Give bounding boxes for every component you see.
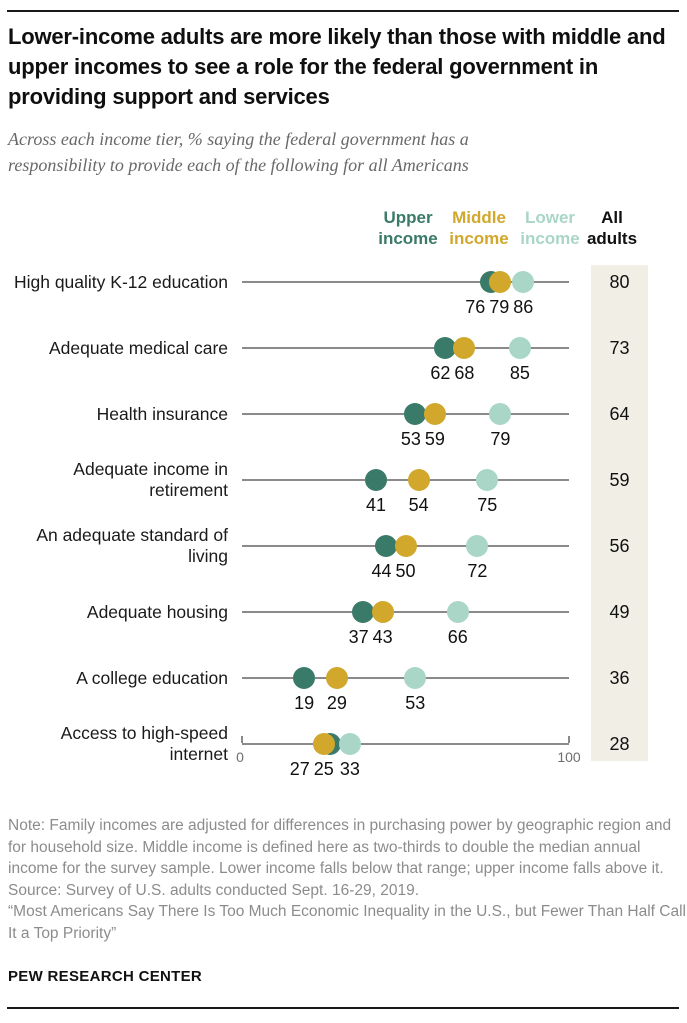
axis-line bbox=[242, 611, 569, 613]
axis-tick-label: 0 bbox=[236, 749, 244, 765]
value-label-lower-income: 66 bbox=[447, 627, 468, 647]
value-label-upper-income: 27 bbox=[289, 759, 310, 779]
axis-line bbox=[242, 743, 569, 745]
dot-upper-income bbox=[293, 667, 316, 689]
category-label: Access to high-speed internet bbox=[60, 723, 228, 764]
category-label: Adequate medical care bbox=[49, 337, 228, 358]
all-adults-value: 59 bbox=[609, 469, 630, 490]
dot-middle-income bbox=[394, 535, 417, 557]
dot-upper-income bbox=[351, 601, 374, 623]
dot-middle-income bbox=[453, 337, 476, 359]
value-label-upper-income: 37 bbox=[348, 627, 369, 647]
category-label: An adequate standard of living bbox=[36, 525, 228, 566]
value-label-middle-income: 68 bbox=[454, 363, 475, 383]
category-label: High quality K-12 education bbox=[13, 271, 228, 292]
all-adults-value: 56 bbox=[609, 535, 630, 556]
legend-upper-income: Upper income bbox=[378, 208, 438, 248]
note-text: Note: Family incomes are adjusted for di… bbox=[8, 817, 672, 877]
value-label-lower-income: 75 bbox=[477, 495, 498, 515]
footer-notes: Note: Family incomes are adjusted for di… bbox=[8, 815, 686, 944]
value-label-middle-income: 50 bbox=[395, 561, 416, 581]
category-label: Adequate income in retirement bbox=[73, 459, 228, 500]
dot-middle-income bbox=[325, 667, 348, 689]
dot-lower-income bbox=[476, 469, 499, 491]
category-label: Health insurance bbox=[96, 403, 228, 424]
legend-lower-income: Lower income bbox=[520, 208, 580, 248]
category-label: Adequate housing bbox=[86, 601, 228, 622]
axis-line bbox=[242, 347, 569, 349]
dot-upper-income bbox=[433, 337, 456, 359]
value-label-lower-income: 86 bbox=[513, 297, 534, 317]
brand-pew-research-center: PEW RESEARCH CENTER bbox=[8, 968, 203, 985]
legend-middle-income: Middle income bbox=[449, 208, 509, 248]
dot-middle-income bbox=[407, 469, 430, 491]
value-label-middle-income: 54 bbox=[408, 495, 429, 515]
report-title-text: “Most Americans Say There Is Too Much Ec… bbox=[8, 903, 686, 942]
all-adults-column bbox=[591, 265, 648, 761]
bottom-divider bbox=[7, 1007, 679, 1009]
value-label-upper-income: 53 bbox=[400, 429, 421, 449]
value-label-middle-income: 79 bbox=[489, 297, 510, 317]
value-label-middle-income: 59 bbox=[424, 429, 445, 449]
top-divider bbox=[7, 10, 679, 12]
value-label-upper-income: 41 bbox=[366, 495, 387, 515]
dot-lower-income bbox=[338, 733, 361, 755]
dot-upper-income bbox=[374, 535, 397, 557]
source-text: Source: Survey of U.S. adults conducted … bbox=[8, 881, 419, 899]
value-label-upper-income: 44 bbox=[371, 561, 392, 581]
value-label-middle-income: 43 bbox=[372, 627, 393, 647]
value-label-lower-income: 72 bbox=[467, 561, 488, 581]
legend-all-adults: All adults bbox=[586, 208, 638, 248]
value-label-lower-income: 33 bbox=[339, 759, 360, 779]
dot-middle-income bbox=[423, 403, 446, 425]
dot-middle-income bbox=[312, 733, 335, 755]
dot-lower-income bbox=[512, 271, 535, 293]
axis-tick-label: 100 bbox=[557, 749, 581, 765]
dot-lower-income bbox=[508, 337, 531, 359]
dot-lower-income bbox=[466, 535, 489, 557]
dot-plot-chart: Upper income Middle income Lower income All… bbox=[13, 208, 648, 779]
value-label-lower-income: 79 bbox=[490, 429, 511, 449]
dot-lower-income bbox=[404, 667, 427, 689]
value-label-lower-income: 53 bbox=[405, 693, 426, 713]
dot-middle-income bbox=[371, 601, 394, 623]
chart-title: Lower-income adults are more likely than… bbox=[8, 24, 666, 109]
dot-upper-income bbox=[404, 403, 427, 425]
dot-lower-income bbox=[489, 403, 512, 425]
value-label-lower-income: 85 bbox=[509, 363, 530, 383]
category-label: A college education bbox=[76, 667, 228, 688]
all-adults-value: 73 bbox=[609, 337, 630, 358]
dot-middle-income bbox=[489, 271, 512, 293]
all-adults-value: 36 bbox=[609, 667, 630, 688]
all-adults-value: 28 bbox=[609, 733, 630, 754]
dot-upper-income bbox=[365, 469, 388, 491]
value-label-middle-income: 25 bbox=[313, 759, 334, 779]
axis-line bbox=[242, 479, 569, 481]
axis-tick bbox=[241, 736, 243, 743]
all-adults-value: 64 bbox=[609, 403, 630, 424]
value-label-upper-income: 76 bbox=[465, 297, 486, 317]
value-label-upper-income: 19 bbox=[294, 693, 315, 713]
dot-lower-income bbox=[446, 601, 469, 623]
all-adults-value: 49 bbox=[609, 601, 630, 622]
value-label-middle-income: 29 bbox=[326, 693, 347, 713]
axis-tick bbox=[568, 736, 570, 743]
all-adults-value: 80 bbox=[609, 271, 630, 292]
chart-subtitle: Across each income tier, % saying the fe… bbox=[8, 129, 469, 175]
axis-line bbox=[242, 281, 569, 283]
value-label-upper-income: 62 bbox=[430, 363, 451, 383]
